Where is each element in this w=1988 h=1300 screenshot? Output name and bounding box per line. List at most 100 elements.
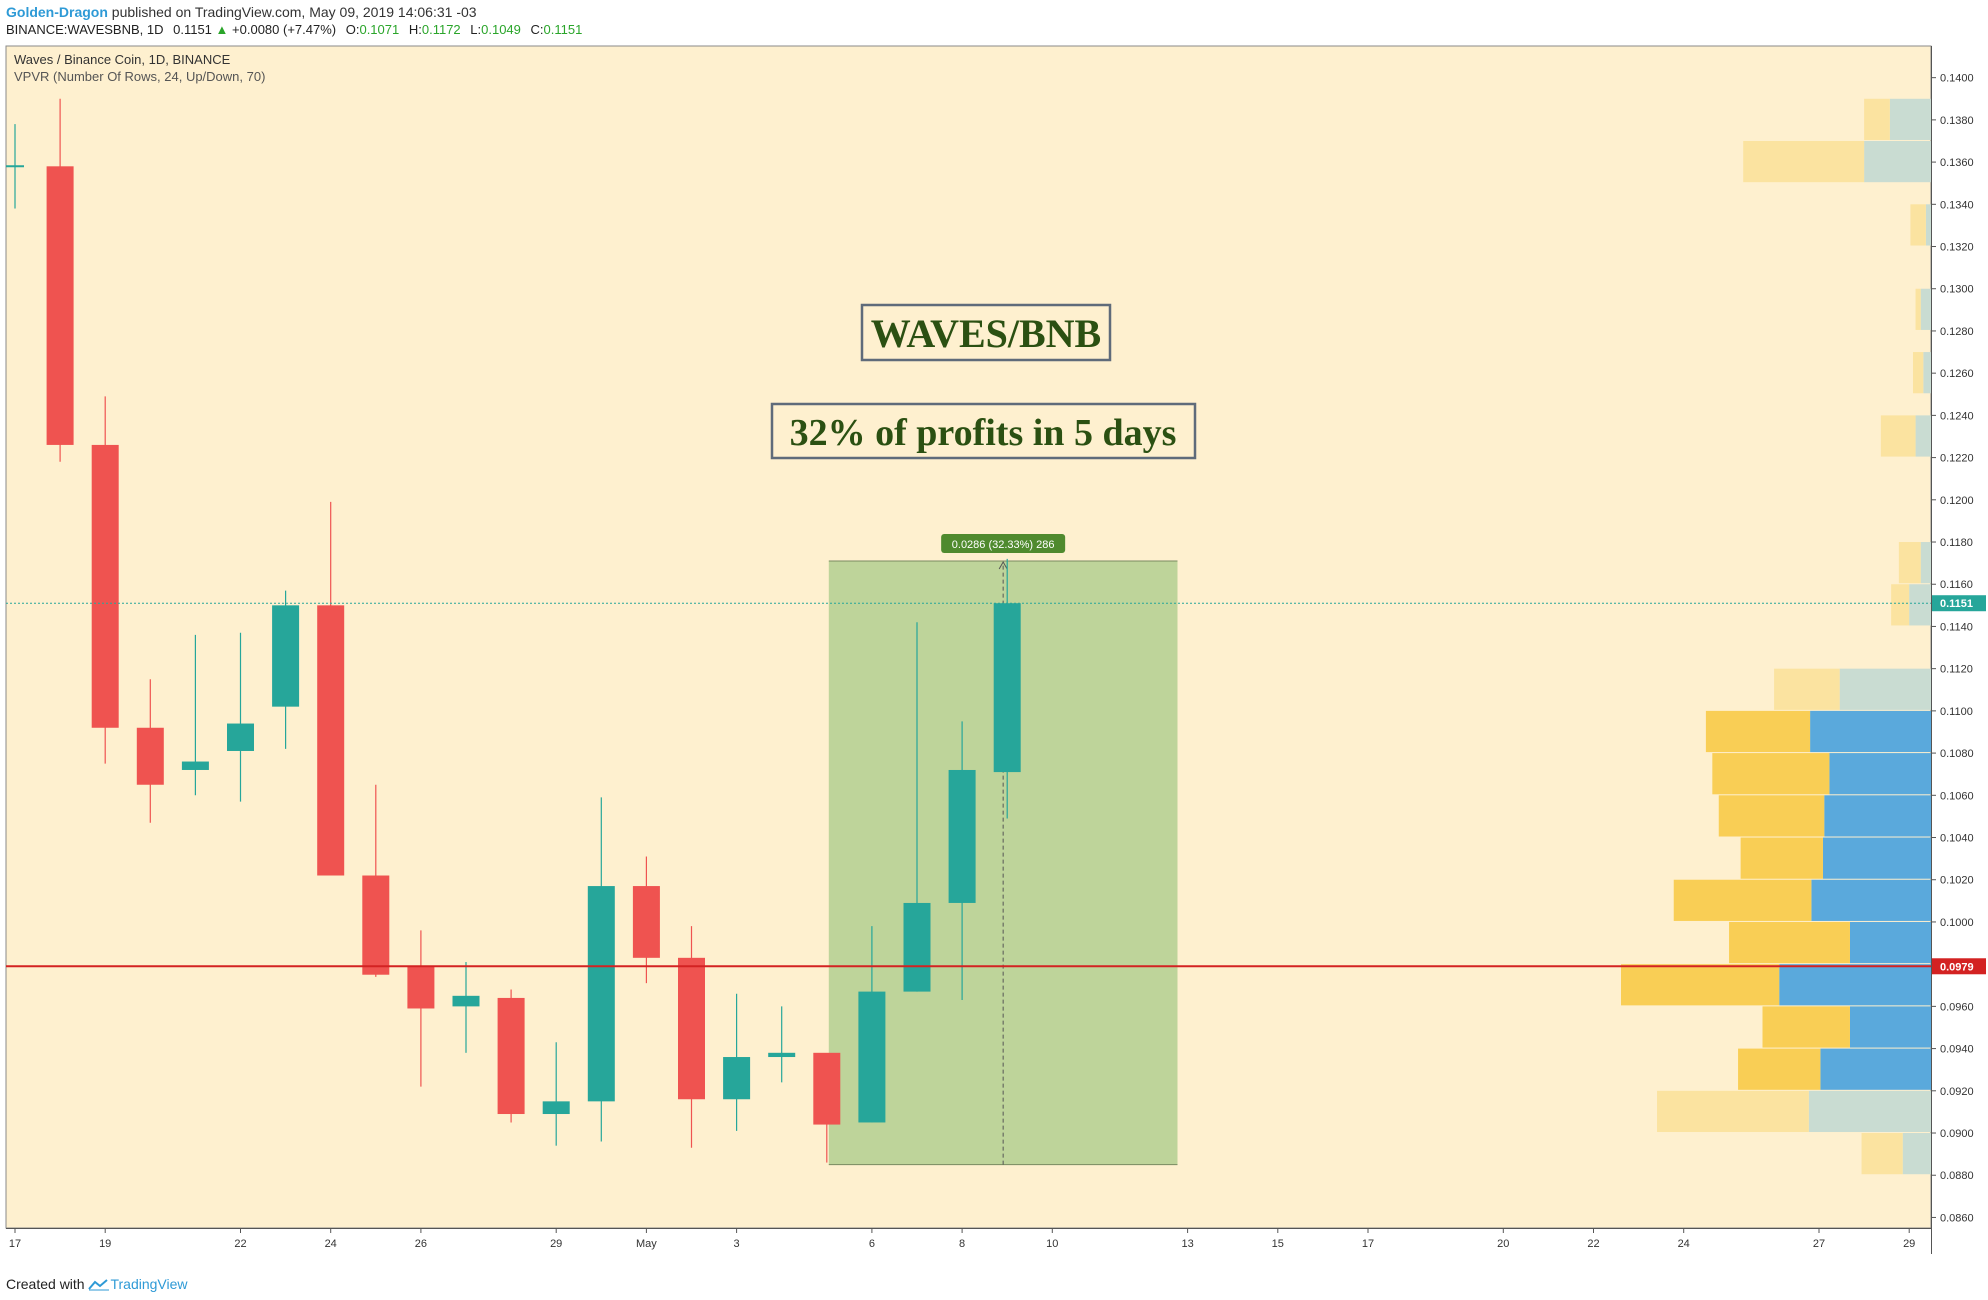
y-tick-label: 0.1180 — [1940, 537, 1973, 549]
legend-title: Waves / Binance Coin, 1D, BINANCE — [14, 52, 231, 67]
volume-profile-up-bar-19 — [1890, 99, 1931, 140]
volume-profile-down-bar-3 — [1762, 1006, 1849, 1047]
volume-profile-up-bar-18 — [1864, 141, 1931, 182]
y-tick-label: 0.1220 — [1940, 453, 1974, 465]
volume-profile-up-bar-3 — [1850, 1006, 1931, 1047]
volume-profile-down-bar-19 — [1864, 99, 1890, 140]
y-tick-label: 0.1280 — [1940, 326, 1974, 338]
x-tick-label: 10 — [1046, 1238, 1058, 1250]
candle-body — [994, 603, 1021, 772]
y-tick-label: 0.1080 — [1940, 748, 1974, 760]
x-tick-label: 3 — [734, 1238, 740, 1250]
close-label: C: — [531, 22, 544, 37]
x-tick-label: 29 — [1903, 1238, 1915, 1250]
low-label: L: — [470, 22, 481, 37]
y-tick-label: 0.1100 — [1940, 706, 1973, 718]
volume-profile-up-bar-14 — [1916, 415, 1931, 456]
last-price-tag: 0.1151 — [1940, 598, 1973, 610]
price-chart[interactable]: 0.0286 (32.33%) 286 0.08600.08800.09000.… — [0, 44, 1988, 1272]
x-tick-label: 17 — [1362, 1238, 1374, 1250]
candle-body — [227, 724, 254, 751]
candle-body — [362, 876, 389, 975]
candle-body — [137, 728, 164, 785]
candle-body — [949, 770, 976, 903]
volume-profile-down-bar-8 — [1719, 795, 1824, 836]
volume-profile-down-bar-4 — [1621, 964, 1779, 1005]
candle-body — [543, 1101, 570, 1114]
x-tick-label: 6 — [869, 1238, 875, 1250]
x-tick-label: 24 — [1678, 1238, 1690, 1250]
x-tick-label: 19 — [99, 1238, 111, 1250]
subline-text: 32% of profits in 5 days — [790, 412, 1177, 454]
high-value: 0.1172 — [422, 22, 461, 37]
created-with-text: Created with — [6, 1276, 85, 1292]
volume-profile-up-bar-12 — [1909, 584, 1931, 625]
volume-profile-up-bar-15 — [1923, 352, 1931, 393]
candle-body — [407, 966, 434, 1008]
candle-body — [272, 605, 299, 706]
y-tick-label: 0.1060 — [1940, 790, 1974, 802]
candle-body — [904, 903, 931, 992]
symbol-label: BINANCE:WAVESBNB, 1D — [6, 22, 163, 37]
y-tick-label: 0.1340 — [1940, 199, 1974, 211]
volume-profile-down-bar-14 — [1881, 415, 1916, 456]
y-tick-label: 0.0940 — [1940, 1044, 1974, 1056]
x-tick-label: 17 — [9, 1238, 21, 1250]
volume-profile-up-bar-10 — [1810, 711, 1931, 752]
y-tick-label: 0.0920 — [1940, 1086, 1974, 1098]
y-tick-label: 0.1040 — [1940, 833, 1974, 845]
volume-profile-up-bar-17 — [1926, 204, 1931, 245]
candle-body — [813, 1053, 840, 1125]
x-tick-label: 15 — [1272, 1238, 1284, 1250]
close-value: 0.1151 — [544, 22, 583, 37]
y-tick-label: 0.1140 — [1940, 621, 1973, 633]
volume-profile-up-bar-4 — [1779, 964, 1931, 1005]
volume-profile-down-bar-12 — [1891, 584, 1909, 625]
candle-2 — [92, 396, 119, 763]
volume-profile-down-bar-2 — [1738, 1049, 1820, 1090]
time-axis-background — [6, 1228, 1931, 1254]
change-value: +0.0080 (+7.47%) — [232, 22, 336, 37]
support-price-tag: 0.0979 — [1940, 961, 1974, 973]
candle-body — [768, 1053, 795, 1057]
candle-body — [678, 958, 705, 1099]
author-link[interactable]: Golden-Dragon — [6, 4, 108, 20]
volume-profile-up-bar-0 — [1903, 1133, 1931, 1174]
candle-body — [182, 762, 209, 770]
y-tick-label: 0.1320 — [1940, 242, 1974, 254]
volume-profile-up-bar-7 — [1823, 838, 1931, 879]
volume-profile-up-bar-1 — [1809, 1091, 1931, 1132]
volume-profile-down-bar-15 — [1913, 352, 1923, 393]
x-tick-label: 22 — [234, 1238, 246, 1250]
candle-body — [498, 998, 525, 1114]
y-tick-label: 0.0860 — [1940, 1212, 1974, 1224]
volume-profile-up-bar-2 — [1820, 1049, 1931, 1090]
volume-profile-up-bar-11 — [1840, 669, 1931, 710]
candle-body — [723, 1057, 750, 1099]
up-arrow-icon: ▲ — [216, 22, 229, 37]
candle-11 — [498, 989, 525, 1122]
candle-body — [92, 445, 119, 728]
y-tick-label: 0.1020 — [1940, 875, 1974, 887]
volume-profile-down-bar-7 — [1741, 838, 1823, 879]
candle-body — [453, 996, 480, 1007]
y-tick-label: 0.1360 — [1940, 157, 1974, 169]
tradingview-link[interactable]: TradingView — [110, 1276, 187, 1292]
headline-text: WAVES/BNB — [871, 311, 1101, 356]
y-tick-label: 0.1200 — [1940, 495, 1974, 507]
volume-profile-down-bar-0 — [1862, 1133, 1903, 1174]
published-text: published on TradingView.com, May 09, 20… — [112, 4, 477, 20]
y-tick-label: 0.1400 — [1940, 73, 1974, 85]
y-tick-label: 0.1240 — [1940, 410, 1974, 422]
volume-profile-down-bar-6 — [1674, 880, 1812, 921]
x-tick-label: 27 — [1813, 1238, 1825, 1250]
publish-info: Golden-Dragon published on TradingView.c… — [6, 4, 477, 20]
volume-profile-down-bar-5 — [1729, 922, 1850, 963]
high-label: H: — [409, 22, 422, 37]
candle-body — [588, 886, 615, 1101]
x-tick-label: 13 — [1181, 1238, 1193, 1250]
y-tick-label: 0.1120 — [1940, 664, 1973, 676]
volume-profile-down-bar-17 — [1910, 204, 1925, 245]
y-tick-label: 0.1160 — [1940, 579, 1973, 591]
last-value: 0.1151 — [173, 22, 212, 37]
